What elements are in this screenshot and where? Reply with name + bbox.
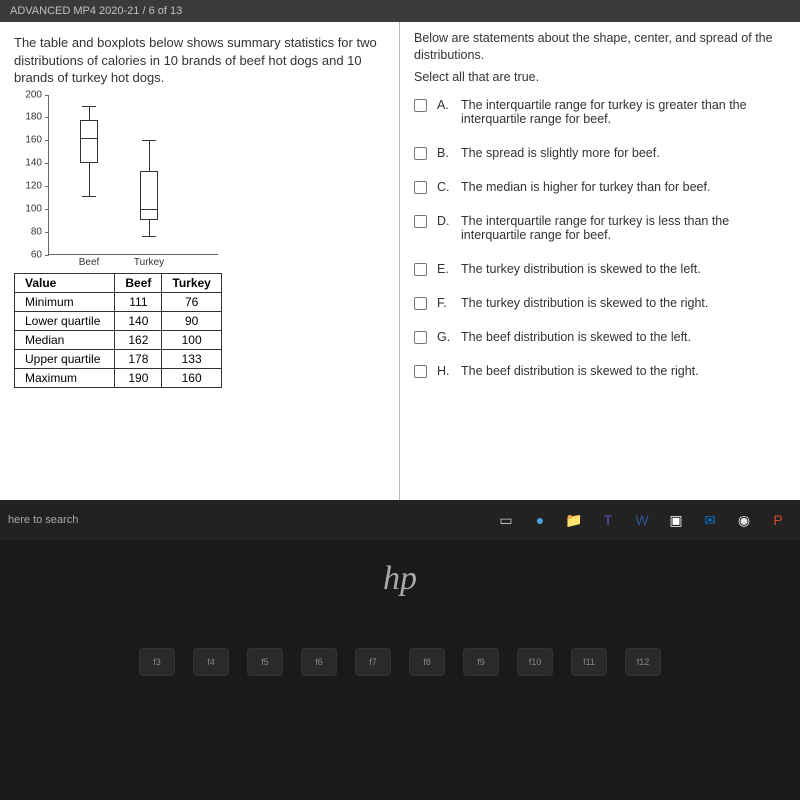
chrome-icon[interactable]: ◉ [730,506,758,534]
answer-option[interactable]: A.The interquartile range for turkey is … [414,98,790,126]
keyboard-key: f9 [463,648,499,676]
keyboard-key: f4 [193,648,229,676]
ytick-label: 180 [25,112,42,123]
window-titlebar: ADVANCED MP4 2020-21 / 6 of 13 [0,0,800,22]
plot-area: BeefTurkey [48,95,218,255]
store-icon[interactable]: ▣ [662,506,690,534]
title-text: ADVANCED MP4 2020-21 / 6 of 13 [10,5,182,17]
option-label: A.The interquartile range for turkey is … [437,98,790,126]
answer-option[interactable]: G.The beef distribution is skewed to the… [414,330,790,344]
y-axis: 6080100120140160180200 [20,95,44,255]
table-header: Beef [115,273,162,292]
keyboard-key: f7 [355,648,391,676]
xlabel: Beef [79,257,100,268]
keyboard-key: f5 [247,648,283,676]
ytick-label: 60 [31,249,42,260]
keyboard-key: f3 [139,648,175,676]
option-label: B.The spread is slightly more for beef. [437,146,660,160]
option-label: F.The turkey distribution is skewed to t… [437,296,708,310]
checkbox[interactable] [414,215,427,228]
laptop-bezel: hp f3 f4 f5 f6 f7 f8 f9 f10 f11 f12 [0,540,800,800]
table-row: Median162100 [15,330,222,349]
keyboard-row: f3 f4 f5 f6 f7 f8 f9 f10 f11 f12 [139,648,661,676]
table-row: Upper quartile178133 [15,349,222,368]
checkbox[interactable] [414,297,427,310]
options-list: A.The interquartile range for turkey is … [414,98,790,378]
edge-icon[interactable]: ● [526,506,554,534]
question-prompt: The table and boxplots below shows summa… [14,34,389,87]
answer-option[interactable]: C.The median is higher for turkey than f… [414,180,790,194]
select-instruction: Select all that are true. [414,70,790,84]
keyboard-key: f11 [571,648,607,676]
checkbox[interactable] [414,365,427,378]
keyboard-key: f12 [625,648,661,676]
ytick-label: 120 [25,181,42,192]
ytick-label: 80 [31,226,42,237]
word-icon[interactable]: W [628,506,656,534]
answer-prompt: Below are statements about the shape, ce… [414,30,790,64]
content-area: The table and boxplots below shows summa… [0,22,800,500]
keyboard-key: f10 [517,648,553,676]
option-label: E.The turkey distribution is skewed to t… [437,262,701,276]
table-header: Value [15,273,115,292]
checkbox[interactable] [414,263,427,276]
option-label: G.The beef distribution is skewed to the… [437,330,691,344]
option-label: D.The interquartile range for turkey is … [437,214,790,242]
checkbox[interactable] [414,99,427,112]
summary-table: ValueBeefTurkeyMinimum11176Lower quartil… [14,273,222,388]
powerpoint-icon[interactable]: P [764,506,792,534]
mail-icon[interactable]: ✉ [696,506,724,534]
ytick-label: 200 [25,89,42,100]
search-input[interactable]: here to search [8,514,78,526]
keyboard-key: f8 [409,648,445,676]
table-row: Maximum190160 [15,368,222,387]
checkbox[interactable] [414,331,427,344]
checkbox[interactable] [414,147,427,160]
table-row: Minimum11176 [15,292,222,311]
explorer-icon[interactable]: 📁 [560,506,588,534]
boxplot-chart: 6080100120140160180200 BeefTurkey [20,95,240,265]
teams-icon[interactable]: T [594,506,622,534]
keyboard-key: f6 [301,648,337,676]
ytick-label: 100 [25,203,42,214]
table-header: Turkey [162,273,221,292]
task-view-icon[interactable]: ▭ [492,506,520,534]
ytick-label: 160 [25,135,42,146]
option-label: C.The median is higher for turkey than f… [437,180,710,194]
hp-logo: hp [383,560,417,598]
option-label: H.The beef distribution is skewed to the… [437,364,699,378]
taskbar: here to search ▭●📁TW▣✉◉P [0,500,800,540]
right-column: Below are statements about the shape, ce… [400,22,800,500]
answer-option[interactable]: B.The spread is slightly more for beef. [414,146,790,160]
taskbar-icons: ▭●📁TW▣✉◉P [492,506,792,534]
screen: ADVANCED MP4 2020-21 / 6 of 13 The table… [0,0,800,540]
xlabel: Turkey [134,257,164,268]
answer-option[interactable]: H.The beef distribution is skewed to the… [414,364,790,378]
answer-option[interactable]: F.The turkey distribution is skewed to t… [414,296,790,310]
checkbox[interactable] [414,181,427,194]
left-column: The table and boxplots below shows summa… [0,22,400,500]
ytick-label: 140 [25,158,42,169]
answer-option[interactable]: D.The interquartile range for turkey is … [414,214,790,242]
answer-option[interactable]: E.The turkey distribution is skewed to t… [414,262,790,276]
table-row: Lower quartile14090 [15,311,222,330]
